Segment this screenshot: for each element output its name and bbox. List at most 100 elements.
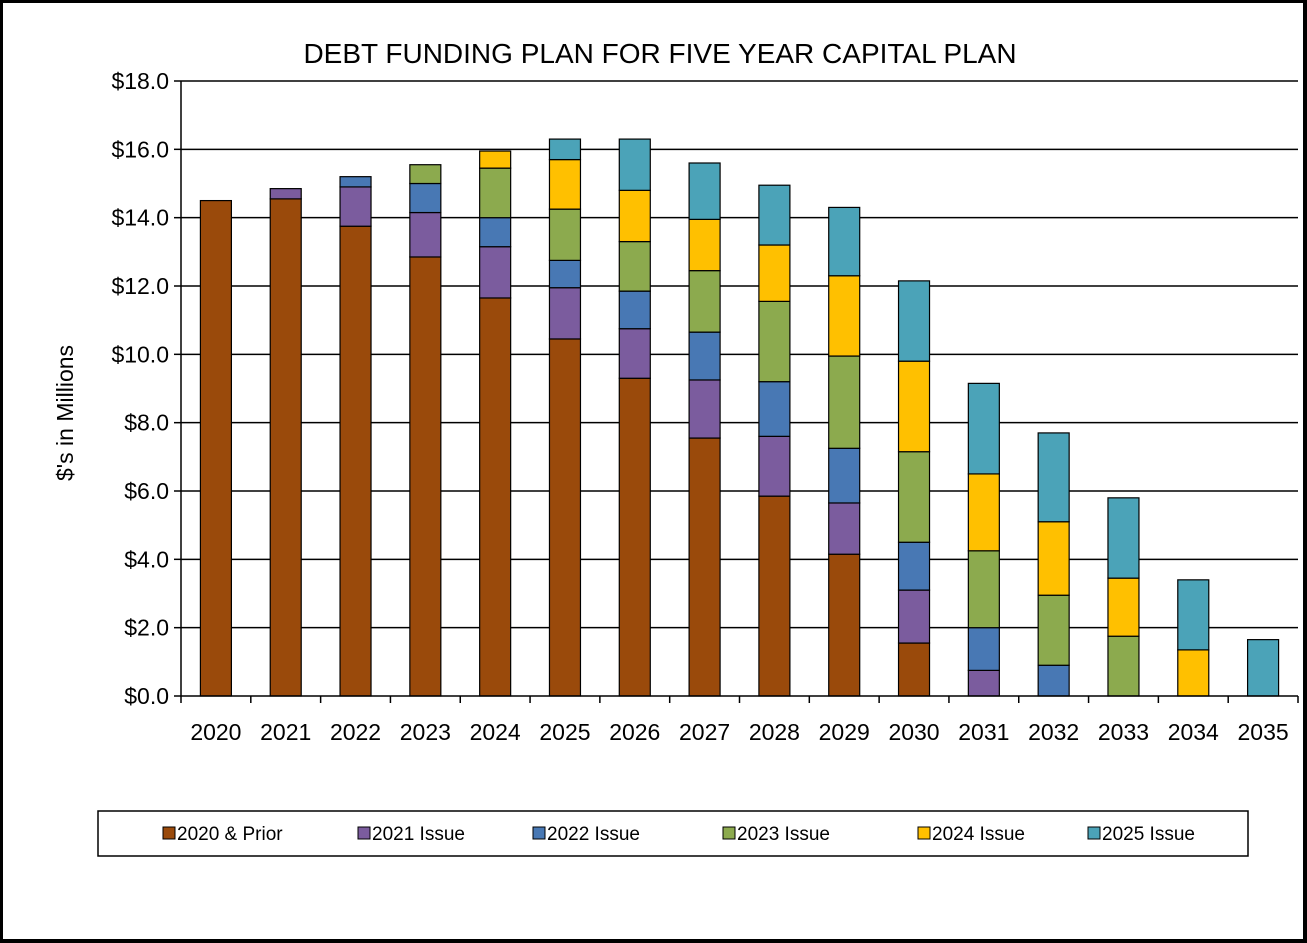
bar-segment [967, 669, 1000, 697]
legend-swatch [357, 826, 371, 840]
bar-segment [688, 331, 721, 381]
x-tick-label: 2026 [609, 719, 660, 745]
bar-segment [1037, 521, 1070, 596]
legend-label: 2022 Issue [547, 824, 640, 845]
bar-segment [828, 206, 861, 277]
bar-segment [897, 451, 931, 543]
bar-segment [618, 377, 651, 697]
bar-segment [548, 158, 582, 210]
bar-segment [828, 553, 861, 697]
bar-segment [967, 382, 1000, 475]
y-axis-title: $'s in Millions [52, 345, 78, 481]
bar-segment [897, 589, 931, 644]
bar-segment [409, 256, 442, 697]
legend-label: 2024 Issue [932, 824, 1025, 845]
stacked-bar-chart: DEBT FUNDING PLAN FOR FIVE YEAR CAPITAL … [52, 38, 1299, 857]
bar-segment [967, 627, 1000, 671]
bar-segment [828, 275, 861, 357]
legend-label: 2025 Issue [1102, 824, 1195, 845]
legend-label: 2023 Issue [737, 824, 830, 845]
bar-segment [758, 300, 791, 383]
bar-segment [758, 184, 791, 246]
bar-segment [1037, 432, 1070, 523]
bar-segment [618, 138, 651, 191]
x-tick-label: 2024 [470, 719, 521, 745]
bar-segment [1037, 664, 1070, 697]
bar-segment [339, 225, 372, 697]
bar-segment [199, 199, 233, 697]
bar-segment [409, 182, 442, 214]
x-axis-tick-labels: 2020 2021 2022 2023 2024 2025 2026 2027 2028 2029… [190, 719, 1288, 745]
bar-segment [688, 270, 721, 333]
bar-segment [548, 287, 582, 340]
legend-box [97, 810, 1249, 857]
bar-segment [548, 138, 582, 161]
x-tick-label: 2035 [1238, 719, 1289, 745]
x-tick-label: 2029 [819, 719, 870, 745]
bar-segment [758, 495, 791, 697]
bar-segment [479, 246, 512, 299]
bar-segment [618, 328, 651, 379]
bar-segment [409, 164, 442, 185]
bars [199, 138, 1280, 697]
bar-segment [897, 541, 931, 591]
legend-swatch [722, 826, 736, 840]
bar-segment [269, 188, 302, 200]
x-tick-label: 2025 [539, 719, 590, 745]
x-tick-label: 2021 [260, 719, 311, 745]
y-tick-label: $16.0 [111, 136, 169, 162]
x-tick-label: 2028 [749, 719, 800, 745]
y-tick-label: $2.0 [124, 615, 169, 641]
bar-segment [688, 379, 721, 439]
y-tick-label: $6.0 [124, 478, 169, 504]
y-tick-label: $12.0 [111, 273, 169, 299]
legend-swatch [162, 826, 176, 840]
bar-segment [828, 447, 861, 504]
bar-segment [897, 280, 931, 362]
bar-segment [618, 240, 651, 292]
bar-segment [688, 218, 721, 272]
bar-segment [1107, 635, 1140, 697]
y-tick-label: $10.0 [111, 341, 169, 367]
bar-segment [688, 162, 721, 220]
bar-segment [479, 150, 512, 169]
x-tick-label: 2034 [1168, 719, 1219, 745]
bar-segment [1107, 577, 1140, 637]
x-tick-label: 2031 [958, 719, 1009, 745]
bar-segment [1037, 594, 1070, 666]
bar-segment [409, 211, 442, 258]
legend: 2020 & Prior 2021 Issue 2022 Issue 2023 Iss… [97, 810, 1249, 857]
bar-segment [479, 297, 512, 697]
bar-segment [897, 360, 931, 453]
y-axis-tick-labels: $0.0 $2.0 $4.0 $6.0 $8.0 $10.0 $12.0 $14.0 $16.0… [111, 68, 169, 709]
y-tick-label: $14.0 [111, 205, 169, 231]
x-tick-label: 2032 [1028, 719, 1079, 745]
legend-swatch [1087, 826, 1101, 840]
bar-segment [618, 189, 651, 243]
bar-segment [548, 259, 582, 289]
x-tick-label: 2030 [888, 719, 939, 745]
y-tick-label: $4.0 [124, 546, 169, 572]
bar-segment [1246, 639, 1280, 697]
bar-segment [688, 437, 721, 697]
bar-segment [548, 338, 582, 697]
bar-segment [758, 435, 791, 497]
bar-segment [618, 290, 651, 330]
bar-segment [479, 167, 512, 219]
bar-segment [828, 502, 861, 555]
bar-segment [479, 217, 512, 248]
bar-segment [339, 186, 372, 227]
x-tick-label: 2023 [400, 719, 451, 745]
bar-segment [1177, 579, 1210, 651]
legend-swatch [917, 826, 931, 840]
bar-segment [548, 208, 582, 261]
bar-segment [758, 381, 791, 437]
x-tick-label: 2033 [1098, 719, 1149, 745]
bar-segment [269, 198, 302, 697]
legend-label: 2020 & Prior [177, 824, 283, 845]
y-tick-label: $0.0 [124, 683, 169, 709]
axes [180, 81, 1299, 703]
bar-segment [339, 176, 372, 188]
bar-segment [1177, 649, 1210, 697]
bar-segment [897, 642, 931, 697]
